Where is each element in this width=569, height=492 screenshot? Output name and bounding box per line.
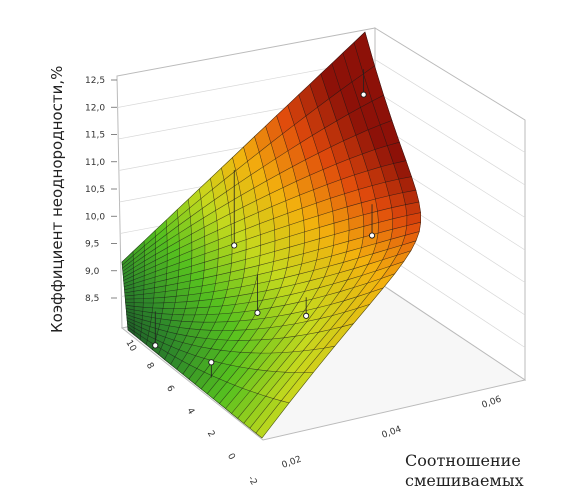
mesh-line bbox=[200, 136, 276, 390]
mesh-line bbox=[206, 126, 290, 394]
mesh-line bbox=[124, 231, 420, 297]
surface-mesh bbox=[121, 31, 421, 439]
surface-patch bbox=[172, 307, 186, 316]
data-point bbox=[208, 359, 215, 366]
mesh-line bbox=[124, 201, 419, 287]
z-tick-label: 11,0 bbox=[85, 158, 105, 168]
data-point bbox=[303, 312, 310, 319]
right-wall-grid-line bbox=[374, 122, 526, 218]
mesh-line bbox=[121, 31, 366, 263]
surface-patch bbox=[173, 301, 188, 309]
z-tick-label: 8,5 bbox=[85, 294, 99, 304]
data-point bbox=[368, 232, 376, 239]
z-tick-label: 10,5 bbox=[85, 185, 105, 195]
mesh-line bbox=[219, 105, 320, 404]
z-tick-label: 12,5 bbox=[85, 76, 105, 86]
data-point bbox=[231, 242, 238, 249]
mesh-line bbox=[123, 176, 412, 281]
surface-patch bbox=[161, 307, 175, 315]
mesh-line bbox=[237, 73, 365, 419]
data-point bbox=[254, 309, 261, 316]
mesh-line bbox=[243, 63, 379, 424]
mesh-line bbox=[122, 141, 400, 275]
z-axis-label: Коэффициент неоднородности,% bbox=[48, 66, 66, 333]
surface-patch bbox=[162, 302, 176, 309]
y-tick-label: 2 bbox=[205, 429, 217, 439]
mesh-line bbox=[261, 31, 421, 439]
y-tick-label: -2 bbox=[245, 475, 258, 488]
x-axis-label-line-1: Соотношение bbox=[405, 451, 521, 470]
y-tick-label: 10 bbox=[123, 339, 138, 354]
mesh-line bbox=[124, 212, 421, 291]
y-tick-label: 4 bbox=[184, 407, 196, 417]
y-tick-label: 0 bbox=[225, 452, 237, 462]
data-points bbox=[152, 69, 376, 378]
data-point bbox=[360, 91, 367, 98]
x-tick-label: 0,06 bbox=[481, 394, 504, 410]
mesh-line bbox=[231, 84, 350, 414]
x-axis-label-line-2: смешиваемых bbox=[405, 471, 524, 490]
right-wall-grid-line bbox=[374, 59, 526, 153]
mesh-line bbox=[124, 221, 421, 294]
z-tick-label: 11,5 bbox=[85, 131, 105, 141]
mesh-line bbox=[249, 52, 394, 429]
mesh-line bbox=[122, 94, 384, 269]
x-tick-label: 0,04 bbox=[381, 424, 404, 440]
z-tick-label: 9,5 bbox=[85, 240, 99, 250]
mesh-line bbox=[122, 120, 392, 272]
y-tick-label: 8 bbox=[144, 361, 156, 371]
z-tick-label: 10,0 bbox=[85, 212, 105, 222]
mesh-line bbox=[123, 160, 407, 278]
mesh-line bbox=[255, 42, 408, 434]
mesh-line bbox=[213, 115, 305, 399]
x-tick-label: 0,02 bbox=[281, 455, 303, 471]
mesh-line bbox=[123, 189, 416, 284]
data-point bbox=[152, 342, 159, 349]
surface-patch bbox=[152, 302, 165, 309]
z-tick-label: 9,0 bbox=[85, 267, 100, 277]
surface-patch bbox=[133, 298, 144, 304]
z-tick-label: 12,0 bbox=[85, 103, 105, 113]
mesh-line bbox=[225, 94, 335, 409]
mesh-line bbox=[122, 65, 375, 266]
y-tick-label: 6 bbox=[164, 384, 176, 394]
right-wall-grid-line bbox=[374, 90, 526, 186]
